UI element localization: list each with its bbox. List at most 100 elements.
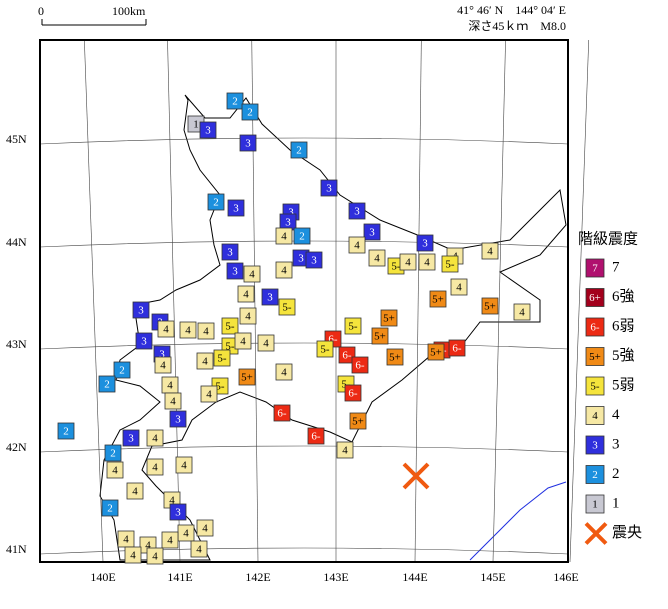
station-intensity: 4 — [240, 336, 246, 348]
station-intensity: 6- — [277, 408, 287, 420]
meridian — [569, 39, 590, 563]
station-intensity: 4 — [263, 338, 269, 350]
station-marker — [481, 297, 499, 315]
station-intensity: 5- — [225, 341, 235, 353]
longitude-label: 145E — [480, 570, 505, 584]
station-intensity: 3 — [267, 292, 273, 304]
station-marker — [226, 92, 244, 110]
legend-symbol: 2 — [592, 469, 598, 481]
parallel — [39, 342, 569, 350]
station-intensity: 4 — [112, 465, 118, 477]
station-marker — [161, 531, 179, 549]
station-marker — [239, 134, 257, 152]
station-marker — [146, 547, 164, 565]
station-intensity: 4 — [243, 289, 249, 301]
epicenter-location: 41° 46′ N 144° 04′ E — [457, 3, 566, 17]
station-marker — [124, 546, 142, 564]
station-marker — [169, 410, 187, 428]
station-marker — [348, 202, 366, 220]
station-marker — [348, 236, 366, 254]
longitude-label: 143E — [323, 570, 348, 584]
station-intensity: 4 — [342, 445, 348, 457]
station-marker — [351, 356, 369, 374]
station-marker — [164, 392, 182, 410]
station-intensity: 4 — [152, 462, 158, 474]
station-intensity: 4 — [152, 551, 158, 563]
station-marker — [344, 384, 362, 402]
station-intensity: 4 — [374, 253, 380, 265]
station-marker — [175, 456, 193, 474]
station-intensity: 4 — [203, 326, 209, 338]
station-intensity: 3 — [175, 414, 181, 426]
station-intensity: 5- — [217, 353, 227, 365]
station-intensity: 1 — [193, 119, 199, 131]
station-marker — [261, 288, 279, 306]
station-marker — [154, 356, 172, 374]
station-intensity: 5+ — [389, 352, 401, 364]
legend-label: 2 — [612, 466, 620, 482]
station-intensity: 5+ — [430, 347, 442, 359]
legend-swatch — [585, 465, 605, 484]
station-marker — [305, 251, 323, 269]
station-marker — [448, 339, 466, 357]
station-marker — [513, 303, 531, 321]
legend-symbol: 4 — [592, 410, 598, 422]
station-marker — [380, 309, 398, 327]
legend-symbol: 7 — [592, 263, 598, 275]
station-intensity: 4 — [181, 460, 187, 472]
station-intensity: 2 — [63, 426, 69, 438]
station-intensity: 4 — [281, 367, 287, 379]
station-marker — [257, 334, 275, 352]
station-intensity: 4 — [183, 528, 189, 540]
station-marker — [481, 242, 499, 260]
legend-symbol: 6- — [590, 322, 600, 334]
station-intensity: 2 — [110, 448, 116, 460]
station-intensity: 3 — [422, 238, 428, 250]
station-marker — [386, 348, 404, 366]
station-intensity: 6- — [328, 334, 338, 346]
station-intensity: 5+ — [241, 372, 253, 384]
station-marker — [275, 261, 293, 279]
station-intensity: 6- — [452, 343, 462, 355]
station-marker — [293, 227, 311, 245]
legend-label: 5弱 — [612, 376, 635, 393]
station-intensity: 3 — [288, 207, 294, 219]
legend-swatch — [585, 347, 605, 366]
station-intensity: 3 — [369, 227, 375, 239]
station-intensity: 2 — [104, 379, 110, 391]
meridian — [84, 39, 104, 563]
longitude-label: 146E — [553, 570, 578, 584]
map-border — [39, 39, 569, 563]
latitude-label: 45N — [6, 132, 27, 146]
legend-title: 階級震度 — [578, 230, 638, 247]
station-intensity: 3 — [128, 433, 134, 445]
longitude-label: 141E — [167, 570, 192, 584]
legend-label: 1 — [612, 495, 620, 511]
station-intensity: 4 — [123, 534, 129, 546]
station-intensity: 5+ — [383, 313, 395, 325]
station-intensity: 4 — [424, 257, 430, 269]
station-marker — [316, 340, 334, 358]
station-intensity: 4 — [169, 495, 175, 507]
station-marker — [190, 540, 208, 558]
station-intensity: 6- — [355, 360, 365, 372]
station-intensity: 3 — [311, 255, 317, 267]
station-marker — [427, 343, 445, 361]
trench-line — [469, 481, 567, 561]
station-marker — [418, 253, 436, 271]
latitude-label: 41N — [6, 542, 27, 556]
station-intensity: 2 — [299, 231, 305, 243]
station-marker — [349, 412, 367, 430]
station-marker — [368, 249, 386, 267]
station-marker — [196, 352, 214, 370]
station-intensity: 4 — [132, 486, 138, 498]
station-marker — [98, 375, 116, 393]
station-intensity: 3 — [138, 305, 144, 317]
station-intensity: 5- — [282, 302, 292, 314]
station-intensity: 3 — [245, 138, 251, 150]
latitude-label: 44N — [6, 235, 27, 249]
station-marker — [196, 519, 214, 537]
station-marker — [363, 223, 381, 241]
station-intensity: 3 — [159, 349, 165, 361]
station-intensity: 3 — [232, 266, 238, 278]
